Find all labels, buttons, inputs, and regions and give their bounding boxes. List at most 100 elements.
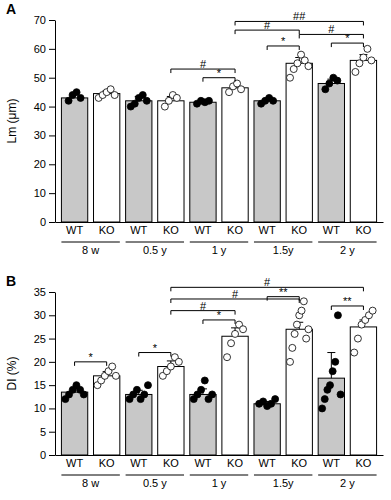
data-point	[293, 321, 300, 328]
bar	[254, 101, 280, 222]
group-label: 0.5 y	[143, 477, 167, 489]
group-label: 0.5 y	[143, 244, 167, 256]
x-tick: WT	[323, 222, 340, 236]
y-tick-mark	[49, 315, 55, 316]
x-tick-label: KO	[227, 224, 243, 236]
significance-label: *	[217, 67, 222, 79]
error-bar	[359, 55, 367, 61]
bar	[350, 60, 376, 222]
y-tick-mark	[49, 408, 55, 409]
y-tick-label: 50	[34, 72, 46, 84]
y-tick-mark	[49, 107, 55, 108]
data-point	[287, 358, 294, 365]
y-tick: 15	[34, 379, 55, 391]
y-tick-label: 0	[40, 216, 46, 228]
data-point	[80, 391, 87, 398]
data-point	[232, 330, 239, 337]
bar	[126, 394, 152, 455]
group-line	[254, 242, 312, 243]
x-tick: WT	[194, 222, 211, 236]
data-point	[352, 68, 359, 75]
data-point	[319, 405, 326, 412]
bar	[158, 101, 184, 222]
group-line	[254, 475, 312, 476]
x-tick-label: KO	[163, 224, 179, 236]
x-tick: KO	[163, 455, 179, 469]
y-tick-label: 0	[40, 449, 46, 461]
data-point	[272, 396, 279, 403]
x-tick: KO	[355, 455, 371, 469]
y-tick-mark	[49, 20, 55, 21]
significance-label: ##	[293, 10, 306, 22]
data-point	[334, 77, 341, 84]
significance-label: **	[343, 295, 352, 307]
group-line	[190, 242, 248, 243]
y-axis-line	[55, 293, 56, 456]
y-tick-label: 20	[34, 356, 46, 368]
group-line	[190, 475, 248, 476]
y-tick: 5	[40, 426, 55, 438]
figure: ALm (μm)010203040506070WTKOWTKOWTKOWTKOW…	[0, 0, 391, 500]
bar	[222, 336, 248, 455]
y-tick-label: 15	[34, 379, 46, 391]
bar	[61, 392, 87, 455]
bar	[94, 94, 120, 222]
data-point	[327, 382, 334, 389]
y-tick: 10	[34, 187, 55, 199]
data-point	[77, 94, 84, 101]
x-tick-label: WT	[66, 457, 83, 469]
group-label: 1.5y	[273, 244, 294, 256]
y-tick-mark	[49, 135, 55, 136]
y-tick-label: 5	[40, 426, 46, 438]
y-axis-title: Lm (μm)	[5, 99, 19, 144]
data-point	[334, 312, 341, 319]
x-tick-label: WT	[194, 224, 211, 236]
bar	[158, 367, 184, 455]
y-tick: 60	[34, 43, 55, 55]
data-point	[360, 54, 367, 61]
significance-label: #	[200, 58, 207, 70]
bar	[350, 327, 376, 455]
group-line	[318, 475, 376, 476]
data-point	[111, 92, 118, 99]
y-tick: 10	[34, 402, 55, 414]
x-tick: WT	[130, 222, 147, 236]
group-label: 1.5y	[273, 477, 294, 489]
x-tick: KO	[163, 222, 179, 236]
y-tick-label: 35	[34, 286, 46, 298]
x-axis: WTKOWTKOWTKOWTKOWTKO	[56, 455, 384, 469]
x-tick: WT	[130, 455, 147, 469]
y-tick: 0	[40, 216, 55, 228]
data-point	[369, 307, 376, 314]
y-tick-mark	[49, 222, 55, 223]
data-point	[240, 326, 247, 333]
data-point	[351, 349, 358, 356]
x-tick: WT	[194, 455, 211, 469]
y-tick-mark	[49, 78, 55, 79]
significance-label: *	[88, 351, 93, 363]
data-point	[201, 377, 208, 384]
significance-label: *	[345, 32, 350, 44]
bar	[126, 101, 152, 222]
y-tick: 30	[34, 129, 55, 141]
significance-label: *	[281, 35, 286, 47]
x-tick-label: WT	[130, 457, 147, 469]
data-point	[109, 363, 116, 370]
bar	[190, 394, 216, 455]
x-tick: KO	[355, 222, 371, 236]
y-tick: 70	[34, 14, 55, 26]
y-tick-label: 30	[34, 309, 46, 321]
y-tick-mark	[49, 385, 55, 386]
data-point	[305, 326, 312, 333]
data-point	[209, 391, 216, 398]
y-tick: 20	[34, 158, 55, 170]
data-point	[205, 97, 212, 104]
data-point	[198, 386, 205, 393]
y-tick-label: 60	[34, 43, 46, 55]
data-point	[224, 354, 231, 361]
bar	[222, 88, 248, 222]
y-tick: 25	[34, 333, 55, 345]
x-tick-label: KO	[355, 224, 371, 236]
y-tick-mark	[49, 455, 55, 456]
data-point	[112, 372, 119, 379]
